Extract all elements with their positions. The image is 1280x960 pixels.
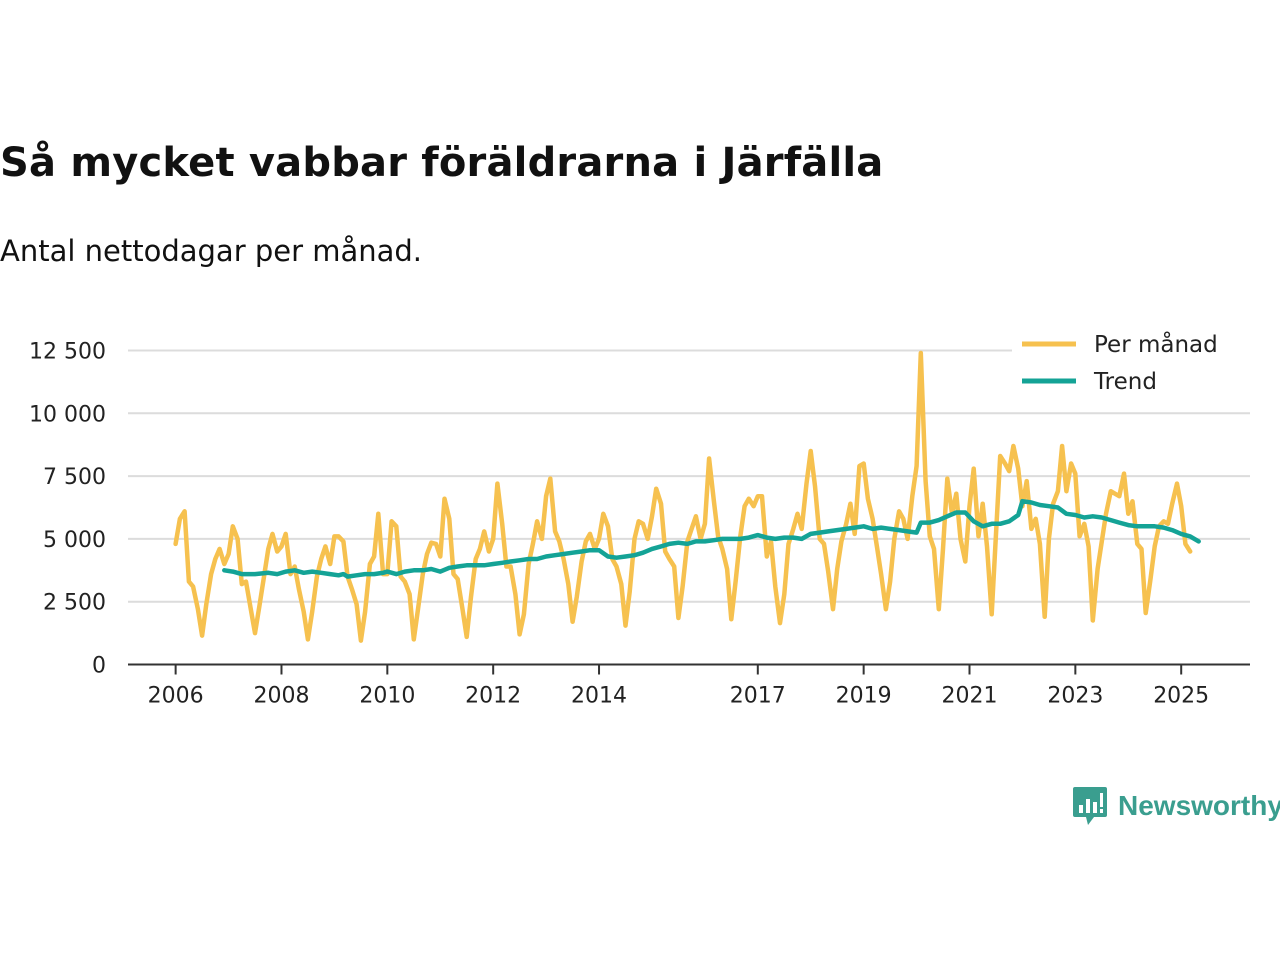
y-tick-label: 5 000	[43, 528, 106, 553]
legend: Per månad Trend	[1012, 326, 1250, 408]
trend-series-line	[222, 498, 1201, 579]
monthly-series-line	[173, 350, 1193, 643]
x-tick-label: 2023	[1047, 684, 1103, 709]
y-tick-label: 7 500	[43, 465, 106, 490]
x-axis: 2006 2008 2010 2012 2014 2017 2019 2021 2023 2025	[128, 663, 1250, 709]
newsworthy-logo: Newsworthy	[1072, 785, 1280, 827]
x-tick-label: 2017	[730, 684, 786, 709]
y-tick-label: 12 500	[29, 340, 106, 365]
y-tick-label: 10 000	[29, 402, 106, 427]
line-chart: 0 2 500 5 000 7 500 10 000 12 500 2006 2008 201…	[29, 326, 1250, 709]
legend-label: Trend	[1093, 369, 1157, 395]
y-axis-labels: 0 2 500 5 000 7 500 10 000 12 500	[29, 340, 106, 679]
x-tick-label: 2025	[1153, 684, 1209, 709]
brand-name: Newsworthy	[1118, 790, 1280, 821]
x-tick-label: 2010	[359, 684, 415, 709]
legend-background	[1012, 326, 1250, 408]
x-tick-label: 2008	[253, 684, 309, 709]
gridlines	[128, 349, 1250, 603]
x-tick-label: 2012	[465, 684, 521, 709]
x-tick-label: 2006	[148, 684, 204, 709]
x-tick-label: 2019	[836, 684, 892, 709]
legend-label: Per månad	[1094, 330, 1218, 358]
chart-subtitle: Antal nettodagar per månad.	[0, 234, 423, 268]
y-tick-label: 2 500	[43, 591, 106, 616]
x-tick-label: 2021	[942, 684, 998, 709]
y-tick-label: 0	[92, 654, 106, 679]
series-lines	[173, 350, 1201, 643]
x-tick-label: 2014	[571, 684, 627, 709]
newsworthy-logo-icon	[1073, 787, 1107, 825]
chart-title: Så mycket vabbar föräldrarna i Järfälla	[0, 140, 884, 186]
